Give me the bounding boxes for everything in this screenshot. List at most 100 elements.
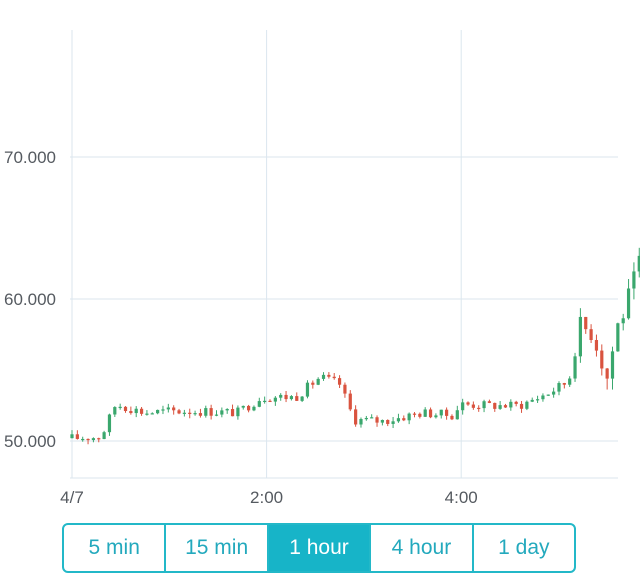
candle-body	[578, 316, 582, 357]
candle-body	[102, 432, 106, 440]
candle-body	[311, 382, 315, 385]
candle-body	[263, 400, 267, 403]
candle-body	[123, 406, 128, 412]
candle-body	[434, 415, 438, 418]
candle-body	[450, 415, 454, 420]
candle-body	[145, 413, 149, 415]
candle-body	[257, 401, 261, 407]
x-tick-label: 2:00	[250, 488, 283, 507]
candle-body	[220, 410, 224, 415]
candle-body	[300, 396, 304, 401]
candle-body	[359, 419, 363, 425]
candle-body	[252, 406, 256, 411]
candle-body	[477, 407, 481, 410]
candle-body	[193, 413, 197, 415]
candle-body	[637, 255, 640, 272]
candle-body	[188, 412, 192, 414]
candle-body	[428, 409, 433, 418]
candlestick-chart: 4/72:004:006:008:0010:00 50.00060.00070.…	[4, 30, 640, 507]
candle-body	[236, 407, 240, 417]
candle-body	[246, 405, 251, 411]
candle-body	[519, 403, 524, 409]
candle-body	[316, 378, 320, 385]
candle-body	[610, 351, 615, 379]
x-axis-ticks: 4/72:004:006:008:0010:00	[60, 488, 640, 507]
candle-body	[423, 409, 427, 417]
candle-body	[466, 402, 470, 405]
candle-body	[204, 408, 208, 416]
candle-body	[81, 438, 85, 441]
candle-body	[546, 394, 550, 396]
candle-body	[562, 383, 566, 385]
candle-body	[214, 414, 219, 416]
candle-body	[113, 407, 117, 415]
candle-body	[150, 413, 154, 415]
candle-body	[386, 419, 390, 424]
candle-body	[487, 401, 492, 403]
candle-body	[568, 378, 572, 385]
y-tick-label: 60.000	[4, 290, 56, 309]
y-axis-ticks: 50.000 60.000 70.000	[4, 148, 56, 451]
candle-body	[337, 378, 342, 385]
candle-body	[279, 394, 283, 398]
x-tick-label: 4:00	[445, 488, 478, 507]
candle-body	[455, 410, 459, 420]
y-tick-label: 70.000	[4, 148, 56, 167]
candle-body	[209, 408, 213, 416]
candle-body	[573, 356, 577, 379]
y-tick-label: 50.000	[4, 432, 56, 451]
candle-body	[493, 402, 497, 409]
candle-body	[268, 400, 272, 403]
candle-body	[86, 438, 90, 441]
candle-body	[134, 408, 138, 414]
candle-body	[482, 401, 486, 409]
x-tick-label: 4/7	[60, 488, 84, 507]
candle-body	[445, 409, 449, 416]
candle-body	[461, 402, 465, 411]
candle-body	[525, 401, 529, 409]
timeframe-selector: 5 min 15 min 1 hour 4 hour 1 day	[62, 523, 576, 573]
candle-body	[552, 391, 556, 395]
candle-body	[439, 409, 443, 416]
candle-body	[321, 374, 326, 379]
candle-body	[364, 417, 368, 420]
tab-4-hour[interactable]: 4 hour	[371, 525, 474, 571]
candle-body	[626, 288, 631, 319]
candle-body	[616, 323, 620, 352]
candle-body	[230, 408, 235, 417]
candle-body	[621, 318, 625, 324]
tab-5-min[interactable]: 5 min	[64, 525, 167, 571]
chart-grid	[70, 30, 618, 479]
candle-body	[305, 382, 310, 397]
candle-body	[161, 409, 165, 411]
candle-body	[332, 376, 336, 379]
candle-body	[535, 399, 540, 401]
candle-body	[289, 396, 294, 400]
tab-1-hour[interactable]: 1 hour	[268, 525, 372, 571]
candle-body	[225, 408, 229, 411]
candle-body	[380, 419, 384, 423]
candle-body	[139, 408, 144, 414]
candle-body	[600, 350, 604, 369]
candle-body	[182, 412, 186, 414]
candle-body	[514, 401, 518, 404]
candle-body	[557, 383, 561, 392]
candle-body	[396, 418, 401, 422]
candle-body	[118, 406, 122, 409]
candle-body	[198, 413, 203, 416]
tab-15-min[interactable]: 15 min	[166, 525, 269, 571]
candle-body	[412, 413, 417, 415]
candle-body	[503, 405, 508, 408]
candle-body	[75, 434, 79, 439]
candle-body	[107, 414, 112, 433]
candle-body	[530, 399, 534, 402]
candle-body	[284, 394, 288, 400]
candle-body	[589, 329, 593, 341]
tab-1-day[interactable]: 1 day	[498, 536, 550, 559]
candle-body	[70, 434, 74, 439]
candle-body	[172, 407, 176, 411]
candle-body	[129, 411, 133, 414]
candle-body	[156, 409, 160, 414]
candle-body	[407, 413, 411, 421]
candle-body	[97, 438, 101, 440]
